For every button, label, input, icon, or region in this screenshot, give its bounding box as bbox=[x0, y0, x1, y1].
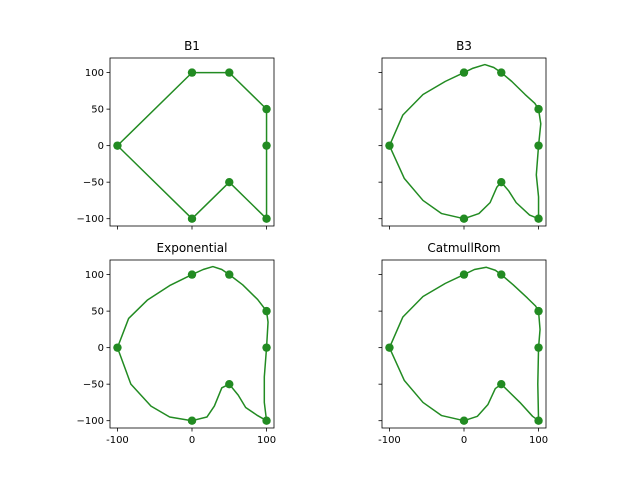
subplot-title: B3 bbox=[456, 39, 472, 53]
curve-line bbox=[116, 265, 269, 422]
x-tick-label: 100 bbox=[529, 435, 548, 446]
subplot-1: B3 bbox=[378, 39, 547, 230]
y-tick-label: 50 bbox=[91, 105, 104, 116]
control-point bbox=[187, 270, 197, 279]
x-tick-label: 100 bbox=[257, 435, 276, 446]
control-point bbox=[497, 270, 506, 279]
control-point bbox=[225, 379, 234, 389]
control-point bbox=[534, 416, 543, 425]
plot-frame bbox=[381, 259, 547, 429]
y-tick-label: −100 bbox=[77, 416, 104, 427]
control-point bbox=[534, 306, 543, 316]
y-tick-label: −100 bbox=[77, 214, 104, 225]
control-point bbox=[187, 416, 197, 425]
control-point bbox=[459, 416, 469, 425]
x-tick-label: -100 bbox=[378, 435, 401, 446]
plot-frame bbox=[109, 57, 275, 227]
control-point bbox=[459, 270, 469, 279]
control-point bbox=[225, 177, 234, 187]
y-tick-label: 100 bbox=[85, 270, 104, 281]
control-point bbox=[534, 141, 543, 150]
control-point bbox=[534, 104, 543, 114]
x-tick-label: 0 bbox=[461, 435, 467, 446]
control-point bbox=[497, 68, 506, 77]
curve-line bbox=[388, 63, 542, 220]
plot-frame bbox=[109, 259, 275, 429]
control-point bbox=[262, 343, 271, 352]
x-tick-label: -100 bbox=[106, 435, 129, 446]
control-point bbox=[113, 141, 122, 150]
control-point bbox=[262, 306, 271, 316]
control-point bbox=[262, 416, 271, 425]
control-point bbox=[225, 270, 234, 279]
y-tick-label: −50 bbox=[83, 178, 104, 189]
control-point bbox=[225, 68, 234, 77]
subplot-3: CatmullRom -100 0 100 bbox=[378, 241, 548, 446]
control-point bbox=[385, 141, 394, 150]
control-point bbox=[262, 141, 271, 150]
plot-frame bbox=[381, 57, 547, 227]
control-point bbox=[187, 68, 197, 77]
control-point bbox=[187, 214, 197, 223]
control-point bbox=[262, 214, 271, 223]
control-point bbox=[497, 379, 506, 389]
x-tick-label: 0 bbox=[189, 435, 195, 446]
subplot-title: Exponential bbox=[157, 241, 228, 255]
control-point bbox=[534, 214, 543, 223]
control-point bbox=[459, 214, 469, 223]
y-tick-label: −50 bbox=[83, 380, 104, 391]
subplot-2: Exponential -100 0 100 −100 −50 0 50 100 bbox=[77, 241, 277, 446]
curve-line bbox=[116, 71, 268, 220]
control-point bbox=[113, 343, 122, 352]
control-point bbox=[459, 68, 469, 77]
subplot-0: B1 −100 −50 0 50 100 bbox=[77, 39, 275, 230]
y-tick-label: 0 bbox=[98, 141, 104, 152]
y-tick-label: 50 bbox=[91, 307, 104, 318]
control-point bbox=[262, 104, 271, 114]
y-tick-label: 100 bbox=[85, 68, 104, 79]
y-tick-label: 0 bbox=[98, 343, 104, 354]
subplot-title: B1 bbox=[184, 39, 200, 53]
curve-line bbox=[388, 266, 541, 422]
control-point bbox=[534, 343, 543, 352]
control-point bbox=[385, 343, 394, 352]
subplot-title: CatmullRom bbox=[427, 241, 500, 255]
control-point bbox=[497, 177, 506, 187]
